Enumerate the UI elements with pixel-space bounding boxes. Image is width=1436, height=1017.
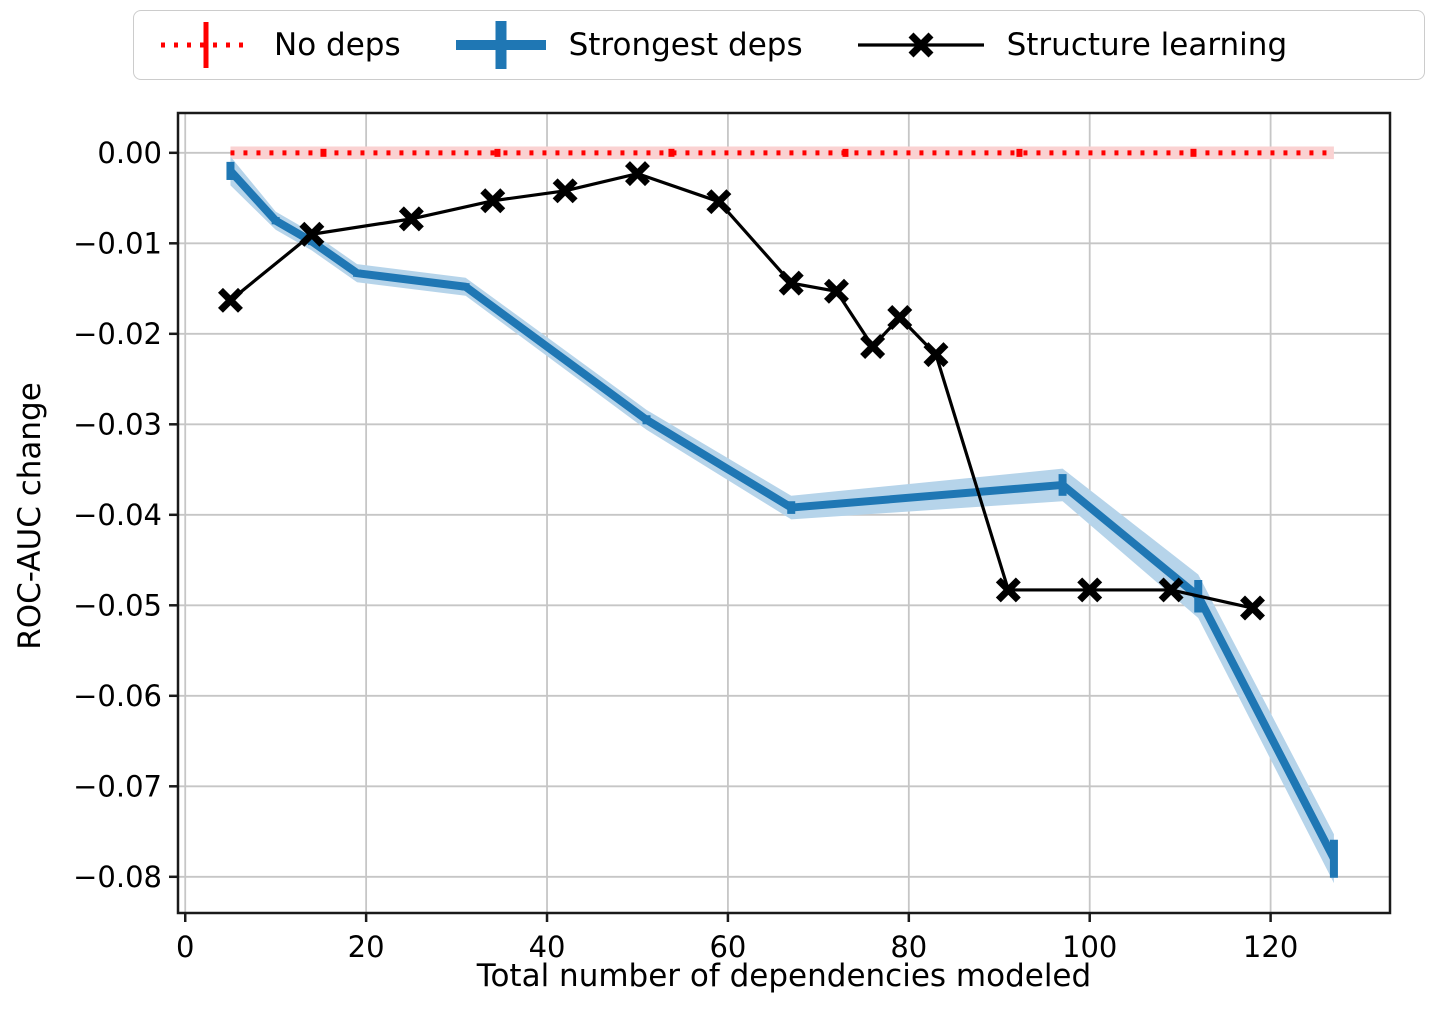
no-deps-band (230, 146, 1334, 160)
y-tick-label: −0.02 (73, 317, 162, 351)
y-tick-label: 0.00 (97, 136, 162, 170)
axis-ticks (169, 151, 1272, 922)
structure-learning-markers (217, 161, 1265, 621)
y-tick-label: −0.04 (73, 498, 162, 532)
y-tick-label: −0.07 (73, 769, 162, 803)
legend-label-structure-learning: Structure learning (1006, 26, 1288, 63)
x-tick-label: 80 (890, 930, 927, 964)
x-tick-label: 0 (176, 930, 194, 964)
red-dotted-errorbar-icon (161, 22, 251, 68)
y-axis-label: ROC-AUC change (12, 382, 48, 650)
plot-area (176, 111, 1392, 915)
legend: No deps Strongest deps Structure learnin… (133, 10, 1425, 80)
legend-item-no-deps: No deps (158, 17, 401, 73)
y-tick-label: −0.05 (73, 588, 162, 622)
legend-item-strongest-deps: Strongest deps (453, 17, 803, 73)
x-tick-label: 20 (348, 930, 385, 964)
y-tick-label: −0.03 (73, 407, 162, 441)
y-tick-label: −0.01 (73, 226, 162, 260)
strongest-deps-line (227, 168, 1338, 861)
legend-item-structure-learning: Structure learning (855, 17, 1288, 73)
legend-label-strongest-deps: Strongest deps (568, 26, 803, 63)
x-axis-label: Total number of dependencies modeled (476, 958, 1092, 994)
x-tick-label: 60 (709, 930, 746, 964)
x-tick-label: 120 (1243, 930, 1298, 964)
legend-label-no-deps: No deps (274, 26, 401, 63)
blue-thick-errorbar-icon (455, 21, 546, 69)
structure-learning-line (229, 172, 1253, 610)
black-x-marker-line-icon (857, 32, 984, 58)
y-tick-label: −0.06 (73, 679, 162, 713)
x-tick-label: 100 (1062, 930, 1117, 964)
y-tick-label: −0.08 (73, 860, 162, 894)
strongest-deps-band (230, 156, 1334, 884)
x-tick-label: 40 (529, 930, 566, 964)
